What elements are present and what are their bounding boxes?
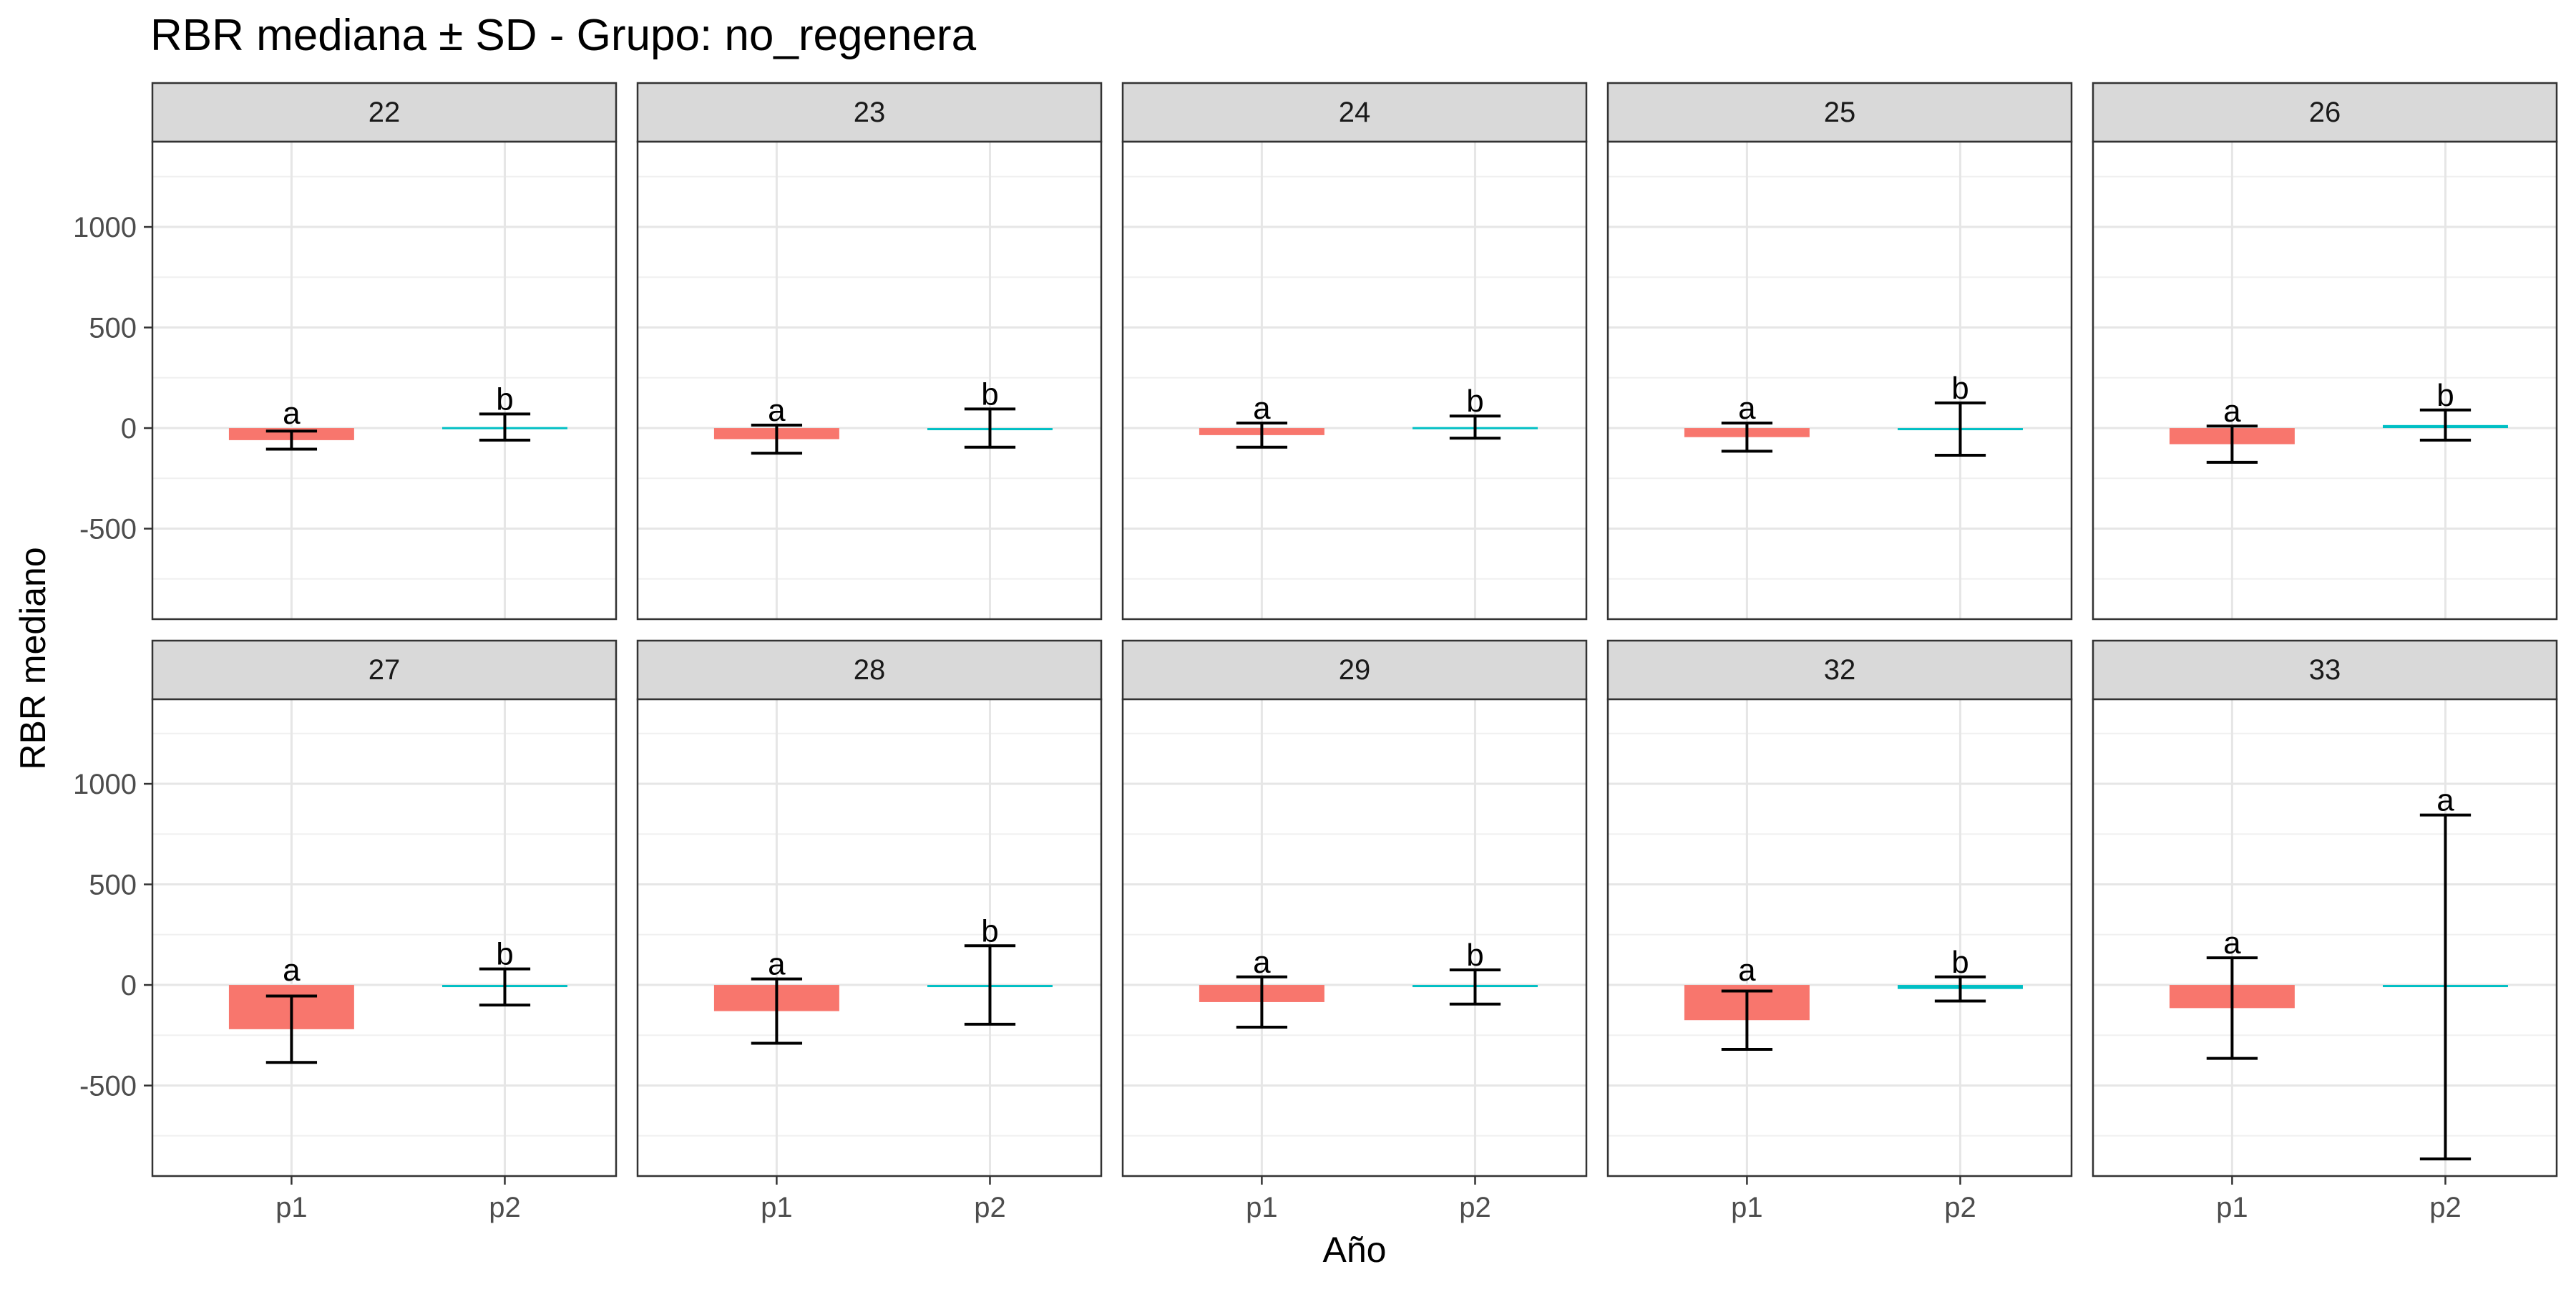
y-tick-label: 500	[89, 313, 137, 344]
significance-letter: a	[2436, 783, 2454, 818]
significance-letter: a	[283, 953, 301, 988]
panel-border	[151, 698, 618, 1177]
facet-strip-label: 29	[1339, 654, 1371, 686]
panel-border	[151, 140, 618, 621]
significance-letter: a	[768, 947, 786, 982]
facet-strip-label: 25	[1824, 97, 1856, 128]
x-tick-label: p1	[1246, 1192, 1278, 1223]
significance-letter: a	[1738, 391, 1756, 426]
facet-strip-label: 22	[369, 97, 401, 128]
panel-border	[2092, 698, 2558, 1177]
facet-panel-33: 33 a a p1 p2	[2092, 639, 2558, 1223]
x-tick-label: p2	[2429, 1192, 2462, 1223]
facet-panel-24: 24 a b	[1121, 82, 1588, 621]
chart-title: RBR mediana ± SD - Grupo: no_regenera	[150, 11, 977, 60]
panel-border	[1606, 698, 2073, 1177]
facet-strip	[151, 82, 618, 143]
facet-strip-label: 23	[854, 97, 886, 128]
y-axis-title: RBR mediano	[13, 547, 53, 769]
facet-strip	[1606, 639, 2073, 701]
x-tick-label: p1	[1731, 1192, 1763, 1223]
facet-strip-label: 27	[369, 654, 401, 686]
significance-letter: b	[1466, 938, 1483, 973]
panel-background	[1608, 699, 2072, 1176]
y-tick-label: -500	[79, 514, 137, 545]
y-tick-label: 0	[121, 970, 137, 1001]
y-tick-label: 1000	[73, 212, 137, 243]
facet-strip	[1121, 639, 1588, 701]
facet-panel-27: 27 a b -500 0 500 1000 p1 p2	[73, 639, 618, 1223]
panel-border	[1121, 140, 1588, 621]
facet-panel-25: 25 a b	[1606, 82, 2073, 621]
significance-letter: a	[1253, 391, 1271, 426]
facet-strip	[636, 82, 1103, 143]
significance-letter: b	[981, 913, 998, 948]
y-tick-label: 1000	[73, 769, 137, 800]
significance-letter: a	[2223, 926, 2241, 961]
facet-strip-label: 24	[1339, 97, 1371, 128]
facet-strip-label: 28	[854, 654, 886, 686]
facet-strip	[636, 639, 1103, 701]
x-tick-label: p1	[275, 1192, 308, 1223]
panel-border	[1606, 140, 2073, 621]
significance-letter: a	[1738, 953, 1756, 988]
x-axis-title: Año	[1323, 1230, 1387, 1270]
panel-border	[2092, 140, 2558, 621]
x-tick-label: p1	[2216, 1192, 2248, 1223]
y-tick-label: 500	[89, 870, 137, 901]
facet-strip-label: 26	[2309, 97, 2341, 128]
panel-border	[636, 698, 1103, 1177]
panel-background	[152, 142, 616, 619]
significance-letter: a	[1253, 945, 1271, 980]
panel-background	[1123, 699, 1586, 1176]
panel-background	[638, 699, 1101, 1176]
facet-panel-26: 26 a b	[2092, 82, 2558, 621]
panel-background	[1608, 142, 2072, 619]
facet-panels: 22 a b -500 0 500 1000 23 a b 24 a b 25 a b 26 a b 27 a b -500…	[73, 82, 2558, 1223]
facet-strip	[151, 639, 618, 701]
x-tick-label: p2	[1944, 1192, 1976, 1223]
significance-letter: a	[2223, 394, 2241, 429]
significance-letter: b	[496, 382, 513, 417]
panel-background	[2093, 142, 2557, 619]
significance-letter: b	[496, 937, 513, 972]
facet-strip-label: 32	[1824, 654, 1856, 686]
significance-letter: b	[1951, 371, 1968, 406]
facet-panel-22: 22 a b -500 0 500 1000	[73, 82, 618, 621]
panel-border	[1121, 698, 1588, 1177]
x-tick-label: p1	[761, 1192, 793, 1223]
significance-letter: b	[1951, 945, 1968, 980]
facet-panel-23: 23 a b	[636, 82, 1103, 621]
facet-panel-28: 28 a b p1 p2	[636, 639, 1103, 1223]
panel-background	[152, 699, 616, 1176]
significance-letter: a	[283, 396, 301, 431]
facet-strip	[2092, 82, 2558, 143]
x-tick-label: p2	[489, 1192, 521, 1223]
panel-background	[638, 142, 1101, 619]
facet-panel-29: 29 a b p1 p2	[1121, 639, 1588, 1223]
x-tick-label: p2	[974, 1192, 1006, 1223]
facet-strip	[1121, 82, 1588, 143]
y-tick-label: -500	[79, 1071, 137, 1102]
facet-strip-label: 33	[2309, 654, 2341, 686]
panel-background	[1123, 142, 1586, 619]
panel-border	[636, 140, 1103, 621]
facet-strip	[1606, 82, 2073, 143]
significance-letter: b	[981, 377, 998, 412]
facet-panel-32: 32 a b p1 p2	[1606, 639, 2073, 1223]
significance-letter: b	[2436, 378, 2454, 413]
panel-background	[2093, 699, 2557, 1176]
significance-letter: b	[1466, 384, 1483, 419]
significance-letter: a	[768, 393, 786, 428]
y-tick-label: 0	[121, 413, 137, 445]
x-tick-label: p2	[1459, 1192, 1491, 1223]
